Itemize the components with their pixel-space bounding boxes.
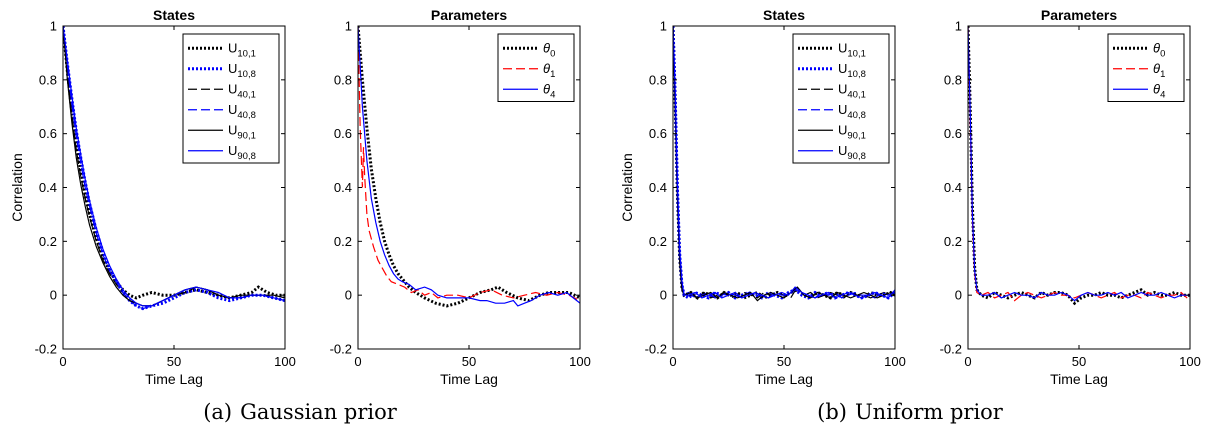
y-tick-label: 0.8: [39, 72, 57, 87]
legend-box: [792, 33, 890, 164]
y-tick-label: 0.6: [649, 126, 667, 141]
legend-entry: U10,8: [838, 61, 866, 80]
y-tick-label: -0.2: [940, 342, 962, 357]
x-tick-label: 50: [462, 354, 476, 369]
legend-box: [182, 33, 280, 164]
x-tick-label: 100: [884, 354, 906, 369]
chart-title: States: [153, 7, 195, 23]
x-tick-label: 0: [964, 354, 971, 369]
legend-entry: U90,1: [228, 122, 256, 141]
y-tick-label: 1: [345, 19, 352, 34]
y-tick-label: 0.4: [944, 180, 962, 195]
caption-b-tag: (b): [817, 400, 847, 424]
legend-entry: θ4: [1153, 81, 1165, 100]
series-line-1: [358, 26, 580, 302]
y-tick-label: 0: [660, 288, 667, 303]
series-group: [63, 26, 285, 311]
series-group: [358, 26, 580, 308]
series-line-2: [968, 26, 1190, 302]
series-group: [968, 26, 1190, 306]
x-tick-label: 50: [1072, 354, 1086, 369]
series-line-5: [63, 26, 285, 307]
caption-b: (b) Uniform prior: [750, 400, 1070, 434]
chart-title: States: [763, 7, 805, 23]
legend-entry: U40,1: [838, 81, 866, 100]
y-tick-label: 1: [955, 19, 962, 34]
caption-a: (a) Gaussian prior: [140, 400, 460, 434]
y-tick-label: 0: [50, 288, 57, 303]
legend-entry: U90,8: [838, 143, 866, 162]
y-tick-label: -0.2: [645, 342, 667, 357]
series-line-0: [358, 26, 580, 308]
x-axis-label: Time Lag: [145, 371, 203, 387]
series-line-2: [63, 26, 285, 307]
caption-a-text: Gaussian prior: [240, 400, 397, 424]
x-tick-label: 50: [777, 354, 791, 369]
legend-entry: θ0: [1153, 40, 1165, 59]
y-tick-label: 0.8: [649, 72, 667, 87]
chart-title: Parameters: [1041, 7, 1117, 23]
caption-a-tag: (a): [203, 400, 233, 424]
series-line-0: [63, 26, 285, 300]
legend-entry: θ1: [543, 61, 555, 80]
y-tick-label: 0.6: [944, 126, 962, 141]
y-tick-label: 0.6: [39, 126, 57, 141]
y-tick-label: 0: [955, 288, 962, 303]
y-tick-label: -0.2: [35, 342, 57, 357]
x-tick-label: 100: [569, 354, 591, 369]
series-line-2: [358, 26, 580, 307]
y-tick-label: 0.4: [334, 180, 352, 195]
legend-entry: U10,8: [228, 61, 256, 80]
y-tick-label: -0.2: [330, 342, 352, 357]
y-tick-label: 0.2: [649, 234, 667, 249]
x-tick-label: 100: [1179, 354, 1201, 369]
y-tick-label: 0.6: [334, 126, 352, 141]
x-tick-label: 0: [354, 354, 361, 369]
legend-entry: U10,1: [228, 40, 256, 59]
x-tick-label: 0: [59, 354, 66, 369]
y-tick-label: 0.8: [334, 72, 352, 87]
legend-entry: θ1: [1153, 61, 1165, 80]
legend-entry: U90,1: [838, 122, 866, 141]
legend-entry: U40,1: [228, 81, 256, 100]
legend-entry: U10,1: [838, 40, 866, 59]
series-line-5: [673, 26, 895, 299]
series-line-3: [63, 26, 285, 310]
legend-entry: U90,8: [228, 143, 256, 162]
caption-b-text: Uniform prior: [854, 400, 1003, 424]
legend-entry: θ0: [543, 40, 555, 59]
x-tick-label: 50: [167, 354, 181, 369]
x-axis-label: Time Lag: [440, 371, 498, 387]
series-group: [673, 26, 895, 302]
legend-box: [1107, 33, 1185, 102]
x-axis-label: Time Lag: [1050, 371, 1108, 387]
y-tick-label: 0.8: [944, 72, 962, 87]
y-tick-label: 0.2: [944, 234, 962, 249]
chart-title: Parameters: [431, 7, 507, 23]
y-tick-label: 0.4: [649, 180, 667, 195]
y-tick-label: 1: [50, 19, 57, 34]
y-axis-label: Correlation: [619, 153, 635, 221]
y-tick-label: 0.4: [39, 180, 57, 195]
legend-box: [497, 33, 575, 102]
y-tick-label: 1: [660, 19, 667, 34]
legend-entry: U40,8: [838, 102, 866, 121]
x-tick-label: 0: [669, 354, 676, 369]
legend-entry: U40,8: [228, 102, 256, 121]
legend-entry: θ4: [543, 81, 555, 100]
x-tick-label: 100: [274, 354, 296, 369]
y-axis-label: Correlation: [9, 153, 25, 221]
y-tick-label: 0.2: [39, 234, 57, 249]
y-tick-label: 0: [345, 288, 352, 303]
y-tick-label: 0.2: [334, 234, 352, 249]
x-axis-label: Time Lag: [755, 371, 813, 387]
